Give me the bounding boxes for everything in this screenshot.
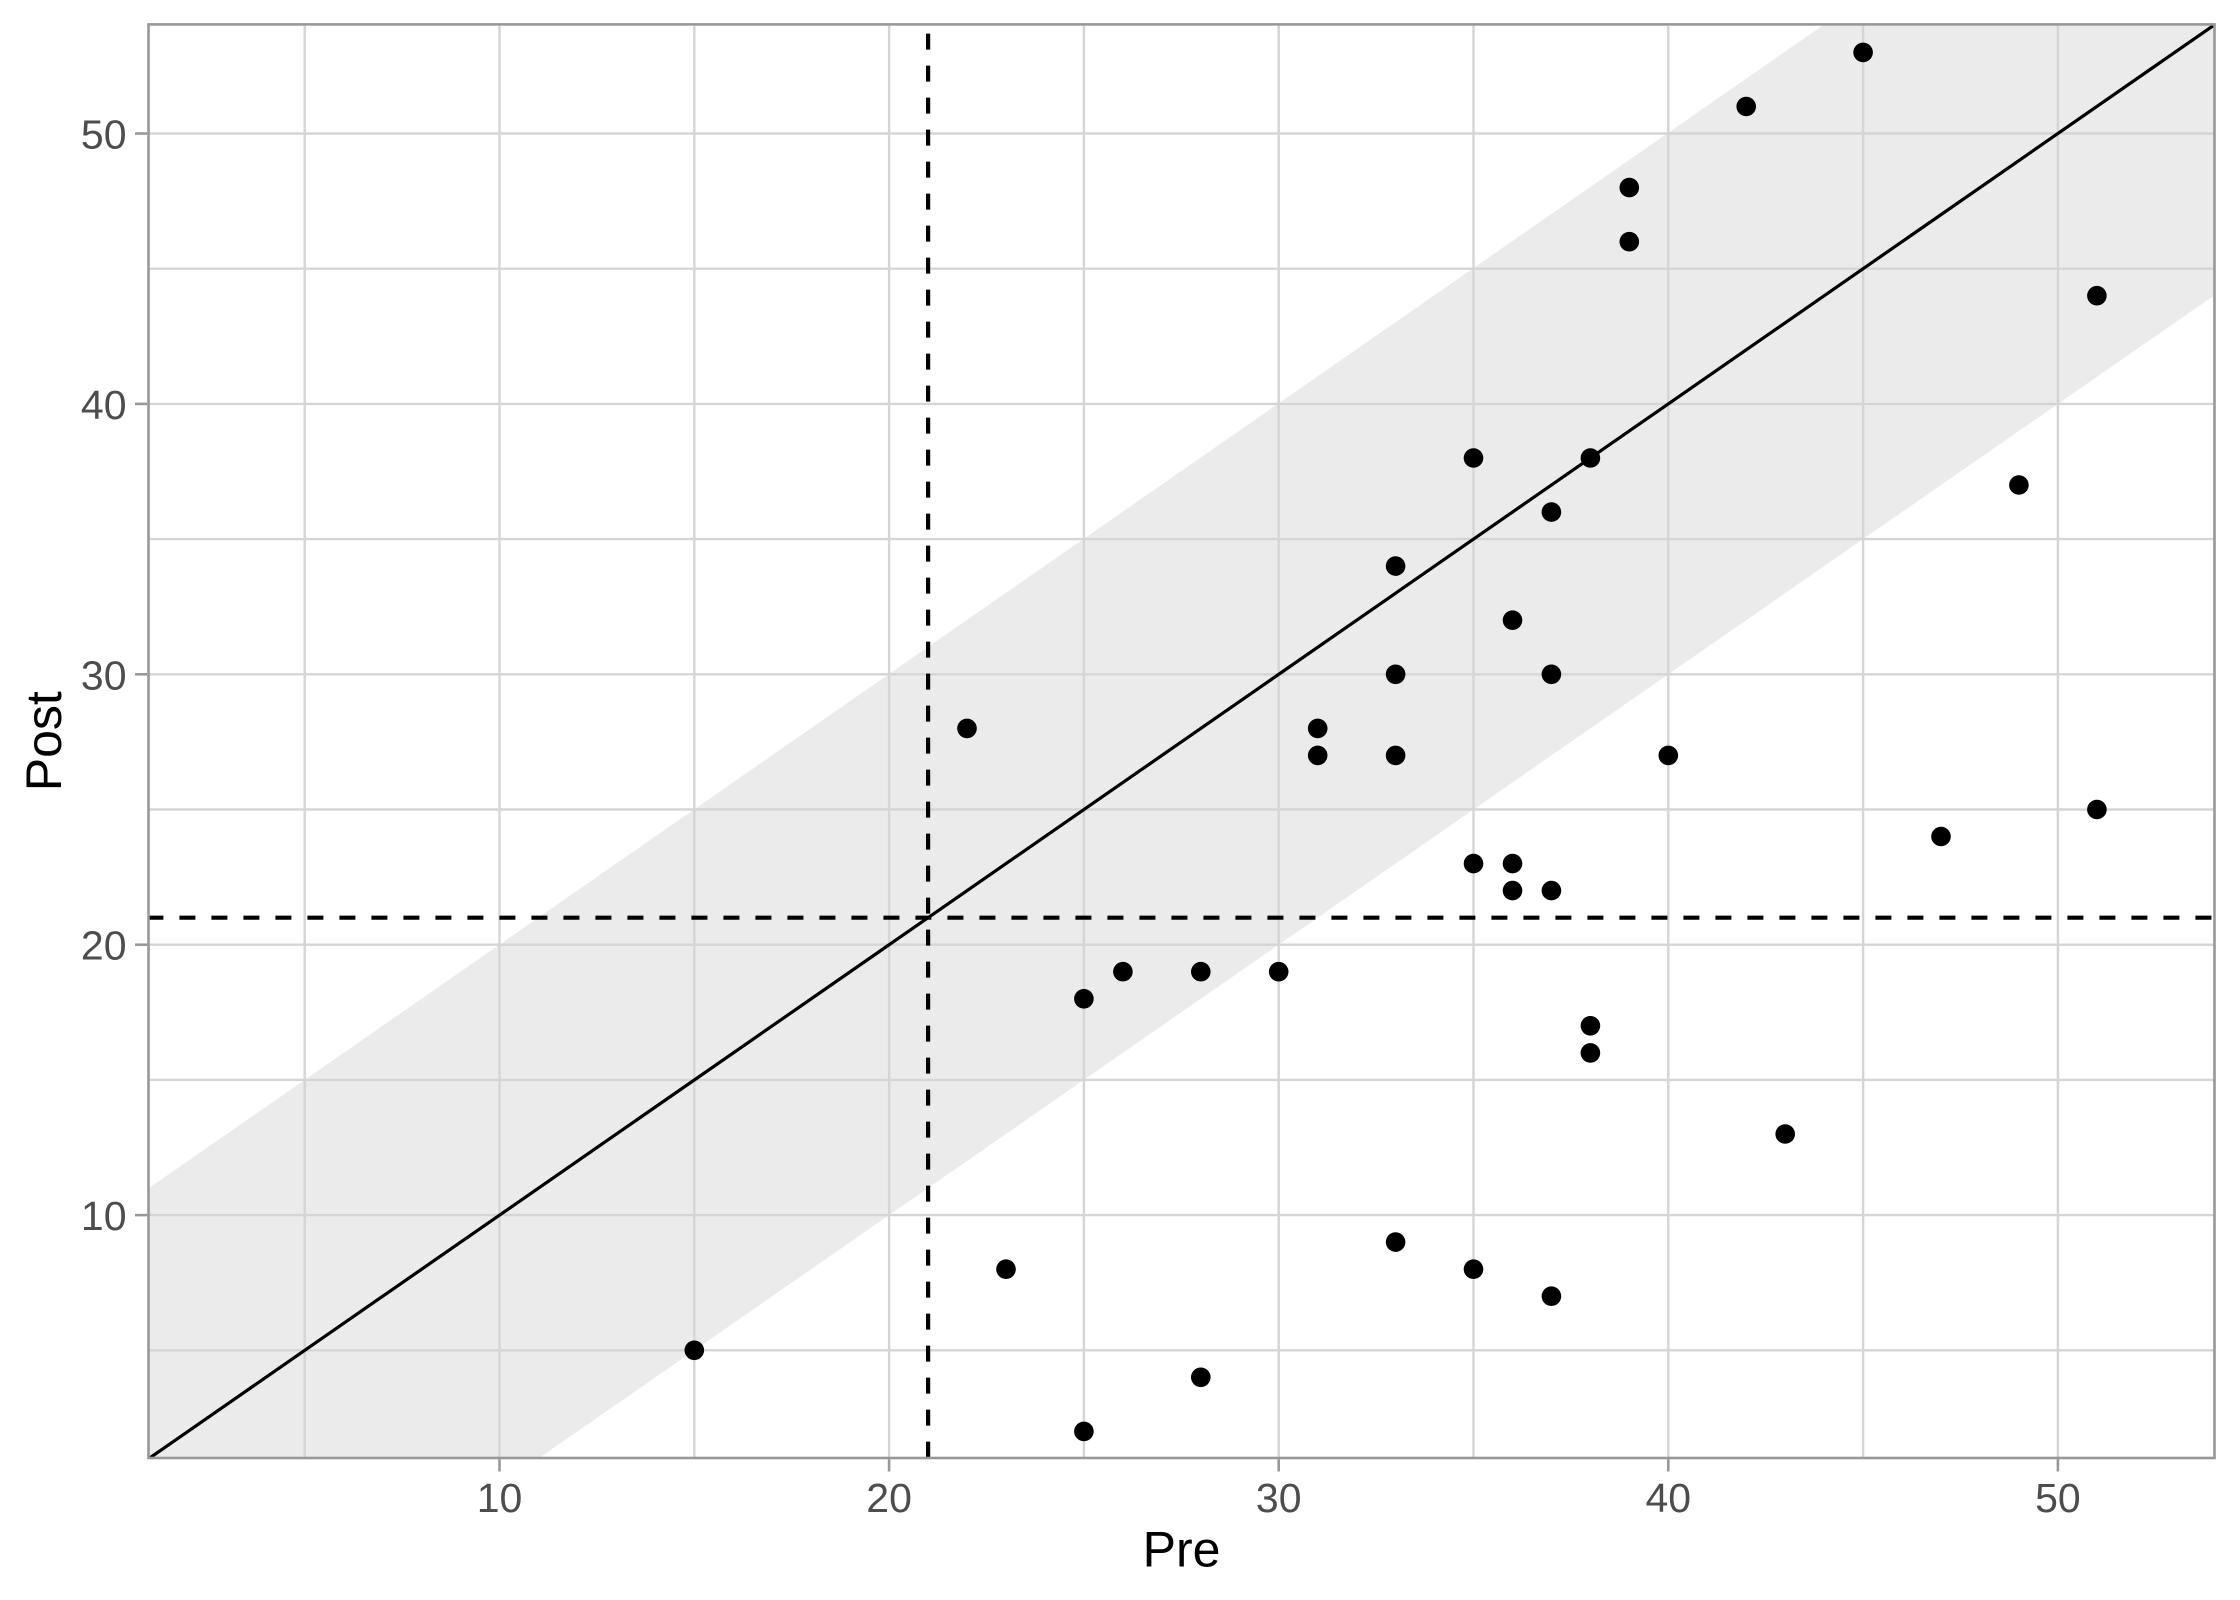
svg-text:50: 50: [81, 112, 127, 158]
svg-text:50: 50: [2035, 1475, 2081, 1521]
svg-text:30: 30: [81, 652, 127, 698]
svg-text:20: 20: [81, 923, 127, 969]
svg-text:40: 40: [81, 382, 127, 428]
svg-text:10: 10: [81, 1193, 127, 1239]
svg-text:Pre: Pre: [1143, 1522, 1221, 1578]
svg-text:40: 40: [1645, 1475, 1691, 1521]
svg-text:30: 30: [1256, 1475, 1302, 1521]
svg-text:20: 20: [866, 1475, 912, 1521]
svg-text:10: 10: [477, 1475, 523, 1521]
svg-text:Post: Post: [16, 691, 72, 791]
